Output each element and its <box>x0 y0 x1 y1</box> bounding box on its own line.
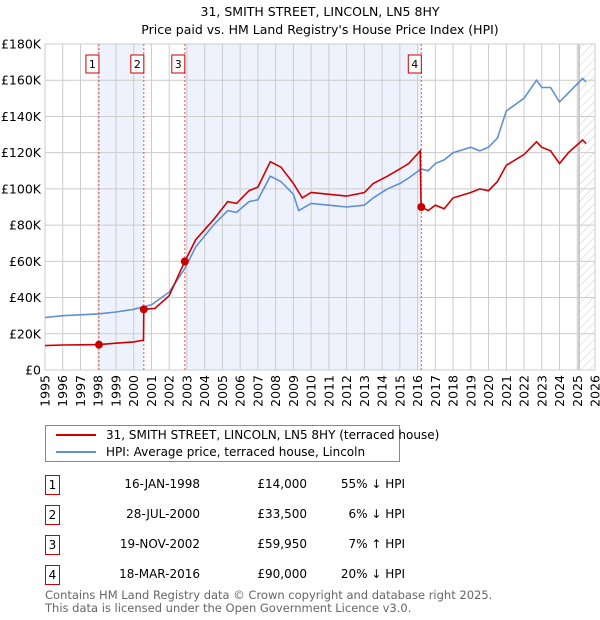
forecast-hatch <box>579 44 595 370</box>
legend-swatch-red <box>56 434 96 436</box>
x-tick-label: 2018 <box>446 375 461 407</box>
transaction-row: 4 18-MAR-2016 £90,000 20% ↓ HPI <box>45 565 405 585</box>
y-tick-label: £120K <box>1 145 42 160</box>
x-tick-label: 2000 <box>126 375 141 407</box>
legend-swatch-blue <box>56 451 96 453</box>
sale-label: 2 <box>134 58 141 71</box>
x-tick-label: 2012 <box>339 375 354 407</box>
x-tick-label: 2004 <box>197 375 212 407</box>
legend-item-hpi: HPI: Average price, terraced house, Linc… <box>56 444 365 460</box>
legend-item-property: 31, SMITH STREET, LINCOLN, LN5 8HY (terr… <box>56 427 439 443</box>
transaction-row: 3 19-NOV-2002 £59,950 7% ↑ HPI <box>45 535 405 555</box>
y-tick-label: £160K <box>1 73 42 88</box>
sale-label: 3 <box>175 58 182 71</box>
transaction-row: 2 28-JUL-2000 £33,500 6% ↓ HPI <box>45 505 405 525</box>
transaction-badge: 3 <box>45 535 60 555</box>
x-tick-label: 2013 <box>357 375 372 407</box>
footer-attribution: Contains HM Land Registry data © Crown c… <box>45 589 492 615</box>
x-tick-label: 1997 <box>73 375 88 407</box>
x-tick-label: 2023 <box>534 375 549 407</box>
x-tick-label: 2021 <box>499 375 514 407</box>
y-tick-label: £180K <box>1 37 42 52</box>
price-chart: 31, SMITH STREET, LINCOLN, LN5 8HY Price… <box>1 4 600 407</box>
x-tick-label: 2010 <box>304 375 319 407</box>
x-tick-label: 2005 <box>215 375 230 407</box>
sale-label: 1 <box>89 58 96 71</box>
x-tick-label: 2026 <box>588 375 600 407</box>
transaction-date: 16-JAN-1998 <box>124 477 200 491</box>
x-tick-label: 2025 <box>570 375 585 407</box>
x-tick-label: 2022 <box>517 375 532 407</box>
transaction-badge: 2 <box>45 505 60 525</box>
x-tick-label: 2002 <box>162 375 177 407</box>
chart-title: 31, SMITH STREET, LINCOLN, LN5 8HY <box>201 4 440 19</box>
transaction-price: £14,000 <box>257 477 307 491</box>
chart-legend: 31, SMITH STREET, LINCOLN, LN5 8HY (terr… <box>45 425 439 462</box>
transaction-hpi-diff: 55% ↓ HPI <box>340 477 405 491</box>
sale-point <box>180 257 189 266</box>
x-tick-label: 2024 <box>552 375 567 407</box>
transaction-hpi-diff: 6% ↓ HPI <box>348 507 405 521</box>
legend-label: HPI: Average price, terraced house, Linc… <box>106 445 366 459</box>
chart-subtitle: Price paid vs. HM Land Registry's House … <box>141 22 498 37</box>
x-tick-label: 1998 <box>91 375 106 407</box>
transaction-badge: 4 <box>45 565 60 585</box>
footer-line: Contains HM Land Registry data © Crown c… <box>45 588 493 602</box>
x-tick-label: 1999 <box>108 375 123 407</box>
transaction-row: 1 16-JAN-1998 £14,000 55% ↓ HPI <box>45 475 405 495</box>
sale-label-box <box>130 54 145 74</box>
transaction-badge: 1 <box>45 475 60 495</box>
y-tick-label: £60K <box>9 254 42 269</box>
sale-point <box>94 340 103 349</box>
sale-period-shade <box>184 44 422 370</box>
transaction-date: 19-NOV-2002 <box>119 537 200 551</box>
transaction-hpi-diff: 20% ↓ HPI <box>340 567 405 581</box>
sale-point <box>139 305 148 314</box>
x-tick-label: 1996 <box>55 375 70 407</box>
x-tick-label: 2017 <box>428 375 443 407</box>
x-tick-label: 2020 <box>481 375 496 407</box>
sale-label-box <box>407 54 422 74</box>
y-tick-label: £140K <box>1 109 42 124</box>
transaction-date: 18-MAR-2016 <box>119 567 200 581</box>
transaction-date: 28-JUL-2000 <box>126 507 200 521</box>
x-tick-label: 2007 <box>250 375 265 407</box>
transaction-price: £90,000 <box>257 567 307 581</box>
y-tick-label: £40K <box>9 290 42 305</box>
legend-label: 31, SMITH STREET, LINCOLN, LN5 8HY (terr… <box>106 428 440 442</box>
x-tick-label: 2016 <box>410 375 425 407</box>
property-price-line <box>44 138 587 347</box>
sale-point <box>417 203 426 211</box>
x-tick-label: 2009 <box>286 375 301 407</box>
sale-period-shade <box>98 44 144 370</box>
y-tick-label: £0 <box>25 363 41 378</box>
y-tick-label: £20K <box>9 326 42 341</box>
y-tick-label: £80K <box>9 218 42 233</box>
x-tick-label: 2019 <box>463 375 478 407</box>
transaction-price: £59,950 <box>257 537 307 551</box>
x-tick-label: 2001 <box>144 375 159 407</box>
transaction-hpi-diff: 7% ↑ HPI <box>348 537 405 551</box>
x-tick-label: 2015 <box>392 375 407 407</box>
x-tick-label: 2006 <box>233 375 248 407</box>
y-tick-label: £100K <box>1 181 42 196</box>
footer-line: This data is licensed under the Open Gov… <box>45 601 412 615</box>
x-tick-label: 2011 <box>321 375 336 407</box>
sale-label: 4 <box>411 58 418 71</box>
sale-label-box <box>85 54 100 74</box>
x-tick-label: 1995 <box>38 375 53 407</box>
sale-label-box <box>171 54 186 74</box>
plot-border <box>44 43 596 371</box>
transaction-price: £33,500 <box>257 507 307 521</box>
x-tick-label: 2003 <box>179 375 194 407</box>
x-tick-label: 2014 <box>375 375 390 407</box>
x-tick-label: 2008 <box>268 375 283 407</box>
